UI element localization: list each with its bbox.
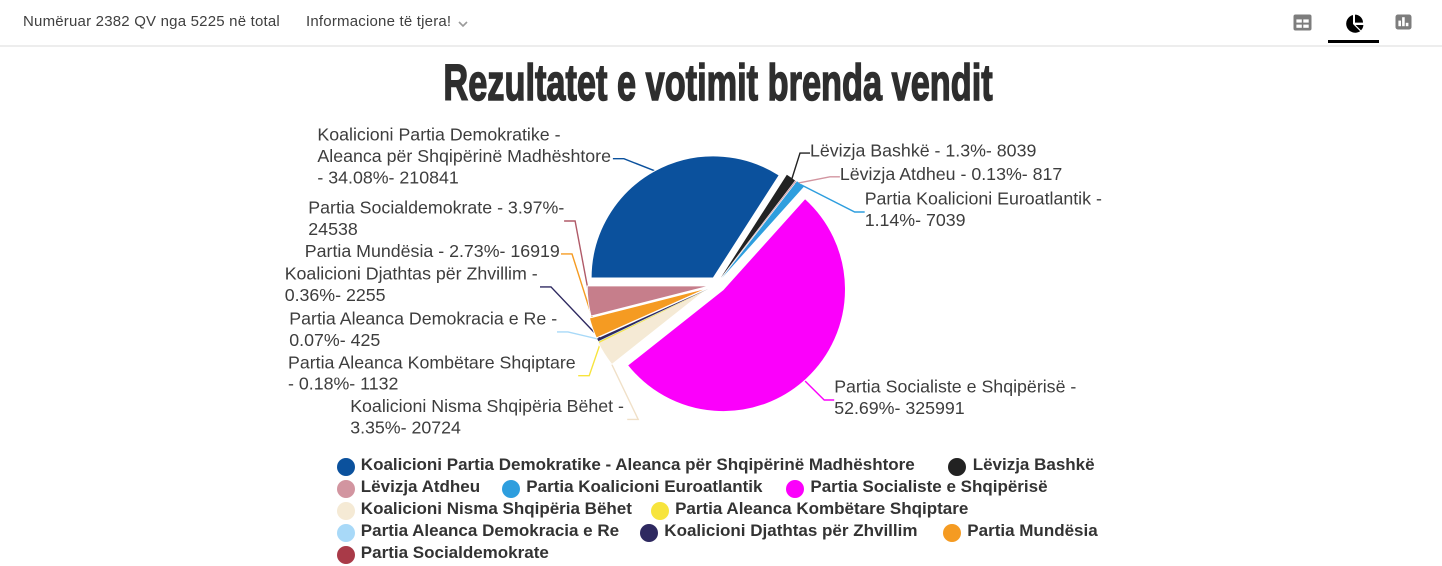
svg-text:24538: 24538: [308, 219, 358, 239]
svg-text:Koalicioni Djathtas për Zhvill: Koalicioni Djathtas për Zhvillim -: [285, 264, 538, 284]
svg-text:3.35%- 20724: 3.35%- 20724: [350, 417, 461, 437]
svg-text:52.69%- 325991: 52.69%- 325991: [834, 398, 965, 418]
svg-text:Partia Aleanca Demokracia e Re: Partia Aleanca Demokracia e Re -: [289, 309, 557, 329]
svg-text:Partia Aleanca Kombëtare Shqip: Partia Aleanca Kombëtare Shqiptare: [288, 352, 576, 372]
svg-text:Lëvizja Atdheu - 0.13%- 817: Lëvizja Atdheu - 0.13%- 817: [840, 164, 1062, 184]
svg-text:Partia Koalicioni Euroatlantik: Partia Koalicioni Euroatlantik -: [865, 189, 1102, 209]
svg-text:Partia Socialiste e Shqipërisë: Partia Socialiste e Shqipërisë -: [834, 377, 1076, 397]
svg-text:Aleanca për Shqipërinë Madhësh: Aleanca për Shqipërinë Madhështore: [317, 146, 611, 166]
svg-text:0.07%- 425: 0.07%- 425: [289, 330, 380, 350]
svg-text:Koalicioni Nisma Shqipëria Bëh: Koalicioni Nisma Shqipëria Bëhet -: [350, 396, 624, 416]
svg-text:Koalicioni Partia Demokratike: Koalicioni Partia Demokratike -: [317, 125, 560, 145]
svg-text:Partia Mundësia - 2.73%- 16919: Partia Mundësia - 2.73%- 16919: [305, 241, 560, 261]
svg-text:0.36%- 2255: 0.36%- 2255: [285, 285, 386, 305]
svg-text:- 0.18%- 1132: - 0.18%- 1132: [288, 374, 398, 394]
svg-text:1.14%- 7039: 1.14%- 7039: [865, 210, 966, 230]
svg-text:- 34.08%- 210841: - 34.08%- 210841: [317, 167, 458, 187]
svg-text:Partia Socialdemokrate - 3.97%: Partia Socialdemokrate - 3.97%-: [308, 198, 564, 218]
svg-text:Lëvizja Bashkë - 1.3%- 8039: Lëvizja Bashkë - 1.3%- 8039: [810, 140, 1036, 160]
